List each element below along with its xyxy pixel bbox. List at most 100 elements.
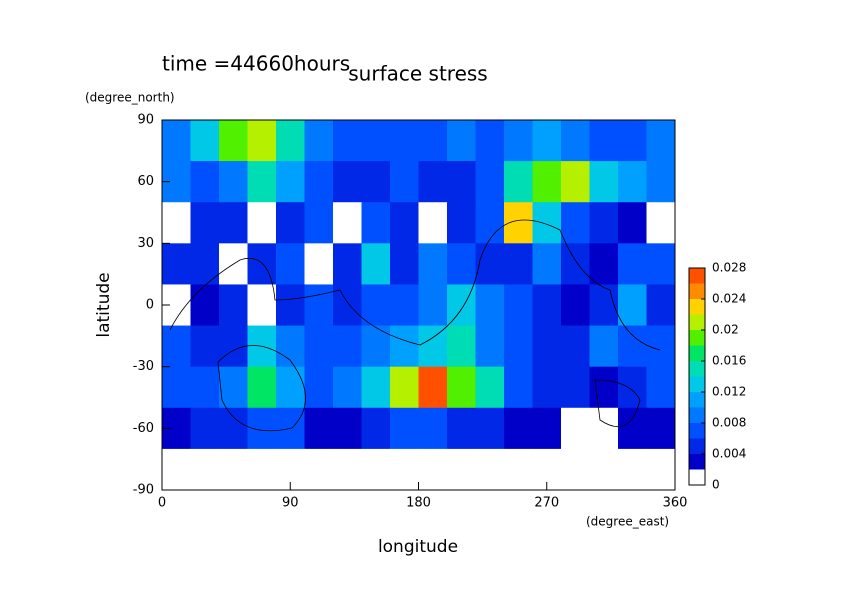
colorbar-band [689, 376, 705, 392]
colorbar-band [689, 330, 705, 346]
stress-cell [646, 366, 676, 409]
stress-cell [418, 243, 448, 285]
stress-cell [190, 366, 220, 409]
stress-cell [247, 448, 277, 491]
stress-cell [618, 448, 647, 491]
stress-cell [561, 161, 590, 203]
y-tick-label: -30 [133, 359, 154, 374]
stress-cell [333, 284, 362, 327]
colorbar-band [689, 423, 705, 439]
stress-cell [190, 448, 220, 491]
stress-cell [532, 366, 562, 409]
stress-cell [162, 325, 191, 368]
stress-cell [162, 448, 191, 491]
stress-cell [219, 120, 248, 162]
stress-cell [247, 161, 277, 203]
stress-cell [532, 161, 562, 203]
stress-cell [532, 243, 562, 285]
stress-cell [589, 407, 619, 450]
stress-cell [646, 325, 676, 368]
stress-cell [504, 284, 533, 327]
stress-cell [646, 407, 676, 450]
stress-cell [276, 243, 305, 285]
stress-cell [447, 243, 476, 285]
stress-cell [504, 243, 533, 285]
stress-cell [618, 243, 647, 285]
chart-subtitle: time =44660hours [162, 52, 350, 76]
colorbar-tick-label: 0.012 [712, 385, 746, 399]
stress-cell [646, 284, 676, 327]
stress-cell [162, 243, 191, 285]
x-tick-label: 360 [663, 496, 688, 511]
x-tick-label: 180 [406, 496, 431, 511]
stress-cell [447, 448, 476, 491]
stress-cell [532, 284, 562, 327]
stress-cell [304, 407, 334, 450]
stress-cell [190, 407, 220, 450]
stress-cell [618, 284, 647, 327]
stress-cell [361, 202, 391, 244]
stress-cell [276, 366, 305, 409]
colorbar-band [689, 283, 705, 299]
stress-cell [219, 161, 248, 203]
stress-cell [162, 366, 191, 409]
stress-cell [475, 325, 505, 368]
stress-cell [589, 366, 619, 409]
stress-cell [418, 120, 448, 162]
stress-cell [361, 284, 391, 327]
stress-cell [333, 120, 362, 162]
stress-cell [618, 407, 647, 450]
colorbar-band [689, 392, 705, 408]
x-tick-label: 270 [534, 496, 559, 511]
colorbar-band [689, 454, 705, 470]
stress-cell [390, 161, 419, 203]
stress-cell [646, 202, 676, 244]
chart-title: surface stress [348, 62, 487, 86]
stress-cell [589, 448, 619, 491]
colorbar-tick-label: 0.02 [712, 323, 739, 337]
stress-cell [646, 161, 676, 203]
stress-cell [162, 120, 191, 162]
stress-cell [504, 325, 533, 368]
colorbar-tick-label: 0.004 [712, 447, 746, 461]
stress-cell [532, 120, 562, 162]
stress-cell [447, 202, 476, 244]
stress-cell [390, 407, 419, 450]
stress-cell [418, 161, 448, 203]
stress-cell [361, 325, 391, 368]
stress-cell [276, 120, 305, 162]
colorbar-tick-label: 0.008 [712, 416, 746, 430]
stress-cell [276, 202, 305, 244]
stress-cell [190, 243, 220, 285]
stress-cell [618, 120, 647, 162]
stress-cell [361, 448, 391, 491]
stress-cell [618, 325, 647, 368]
stress-cell [561, 407, 590, 450]
stress-cell [475, 161, 505, 203]
y-axis-label: latitude [94, 272, 114, 337]
stress-cell [247, 284, 277, 327]
stress-cell [304, 448, 334, 491]
stress-cell [361, 243, 391, 285]
stress-cell [219, 407, 248, 450]
stress-cell [390, 243, 419, 285]
stress-cell [304, 161, 334, 203]
stress-cell [475, 202, 505, 244]
stress-cell [561, 325, 590, 368]
stress-cell [333, 448, 362, 491]
colorbar-band [689, 361, 705, 377]
y-unit: (degree_north) [85, 91, 175, 105]
stress-cell [361, 366, 391, 409]
stress-cell [589, 161, 619, 203]
stress-cell [219, 284, 248, 327]
y-tick-label: 30 [137, 236, 154, 251]
stress-cell [190, 284, 220, 327]
colorbar-band [689, 469, 705, 485]
stress-cell [247, 366, 277, 409]
y-tick-label: -60 [133, 421, 154, 436]
stress-cell [532, 202, 562, 244]
stress-cell [304, 202, 334, 244]
stress-cell [190, 161, 220, 203]
stress-cell [589, 325, 619, 368]
x-tick-label: 90 [282, 496, 299, 511]
